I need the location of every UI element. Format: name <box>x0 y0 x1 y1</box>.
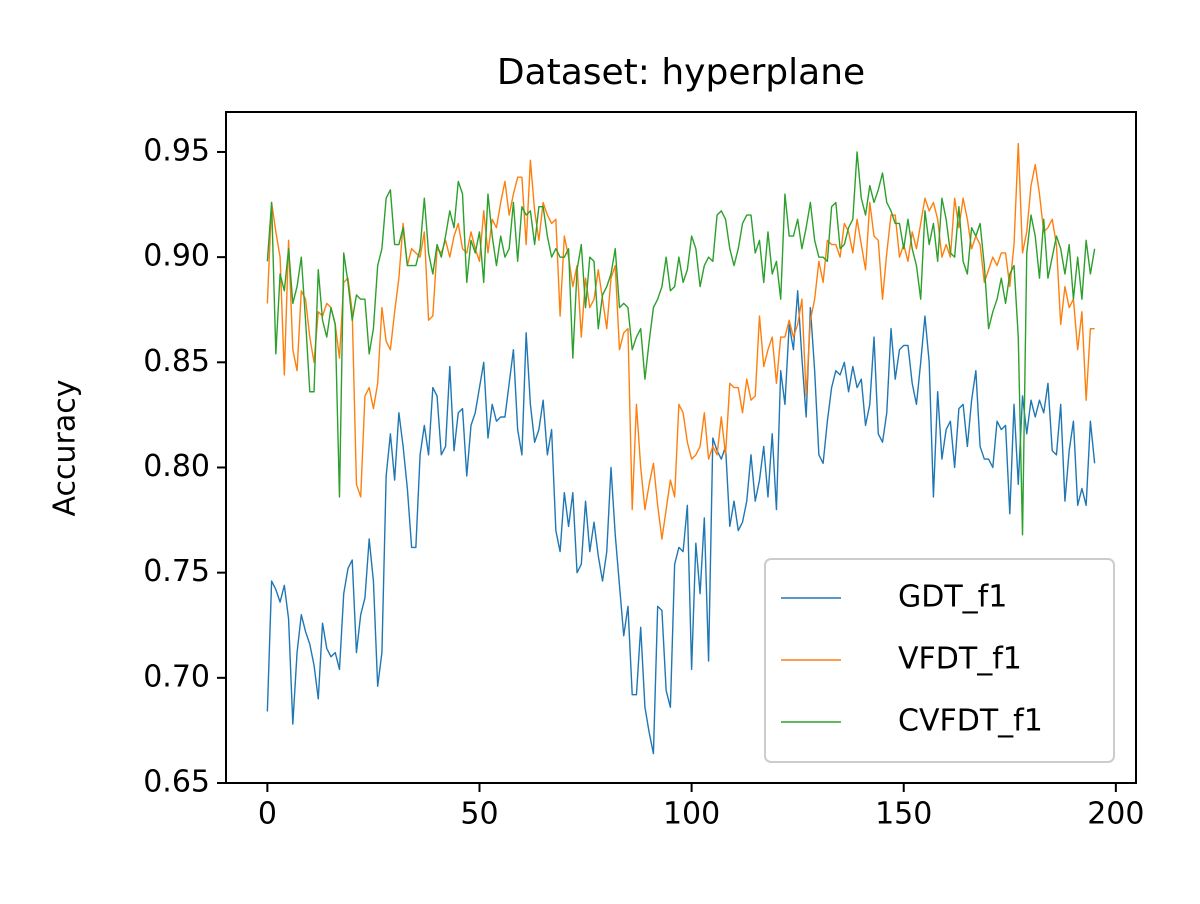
x-tick-label: 100 <box>663 797 720 832</box>
y-tick-label: 0.65 <box>143 765 210 800</box>
y-tick-label: 0.75 <box>143 554 210 589</box>
x-tick-label: 200 <box>1087 797 1144 832</box>
plot-frame <box>225 111 1137 784</box>
x-tick-label: 50 <box>460 797 498 832</box>
y-tick-label: 0.70 <box>143 659 210 694</box>
line-series <box>266 151 1096 536</box>
y-tick-label: 0.80 <box>143 449 210 484</box>
chart-title: Dataset: hyperplane <box>497 52 865 93</box>
legend-label: CVFDT_f1 <box>898 704 1043 739</box>
x-tick-label: 0 <box>258 797 277 832</box>
y-tick-label: 0.85 <box>143 344 210 379</box>
x-tick-label: 150 <box>875 797 932 832</box>
y-tick-label: 0.95 <box>143 133 210 168</box>
legend-label: VFDT_f1 <box>898 642 1022 677</box>
y-tick-label: 0.90 <box>143 239 210 274</box>
legend-label: GDT_f1 <box>898 580 1007 615</box>
legend-box <box>764 558 1115 763</box>
y-axis-label: Accuracy <box>48 380 83 517</box>
line-series <box>266 290 1096 755</box>
